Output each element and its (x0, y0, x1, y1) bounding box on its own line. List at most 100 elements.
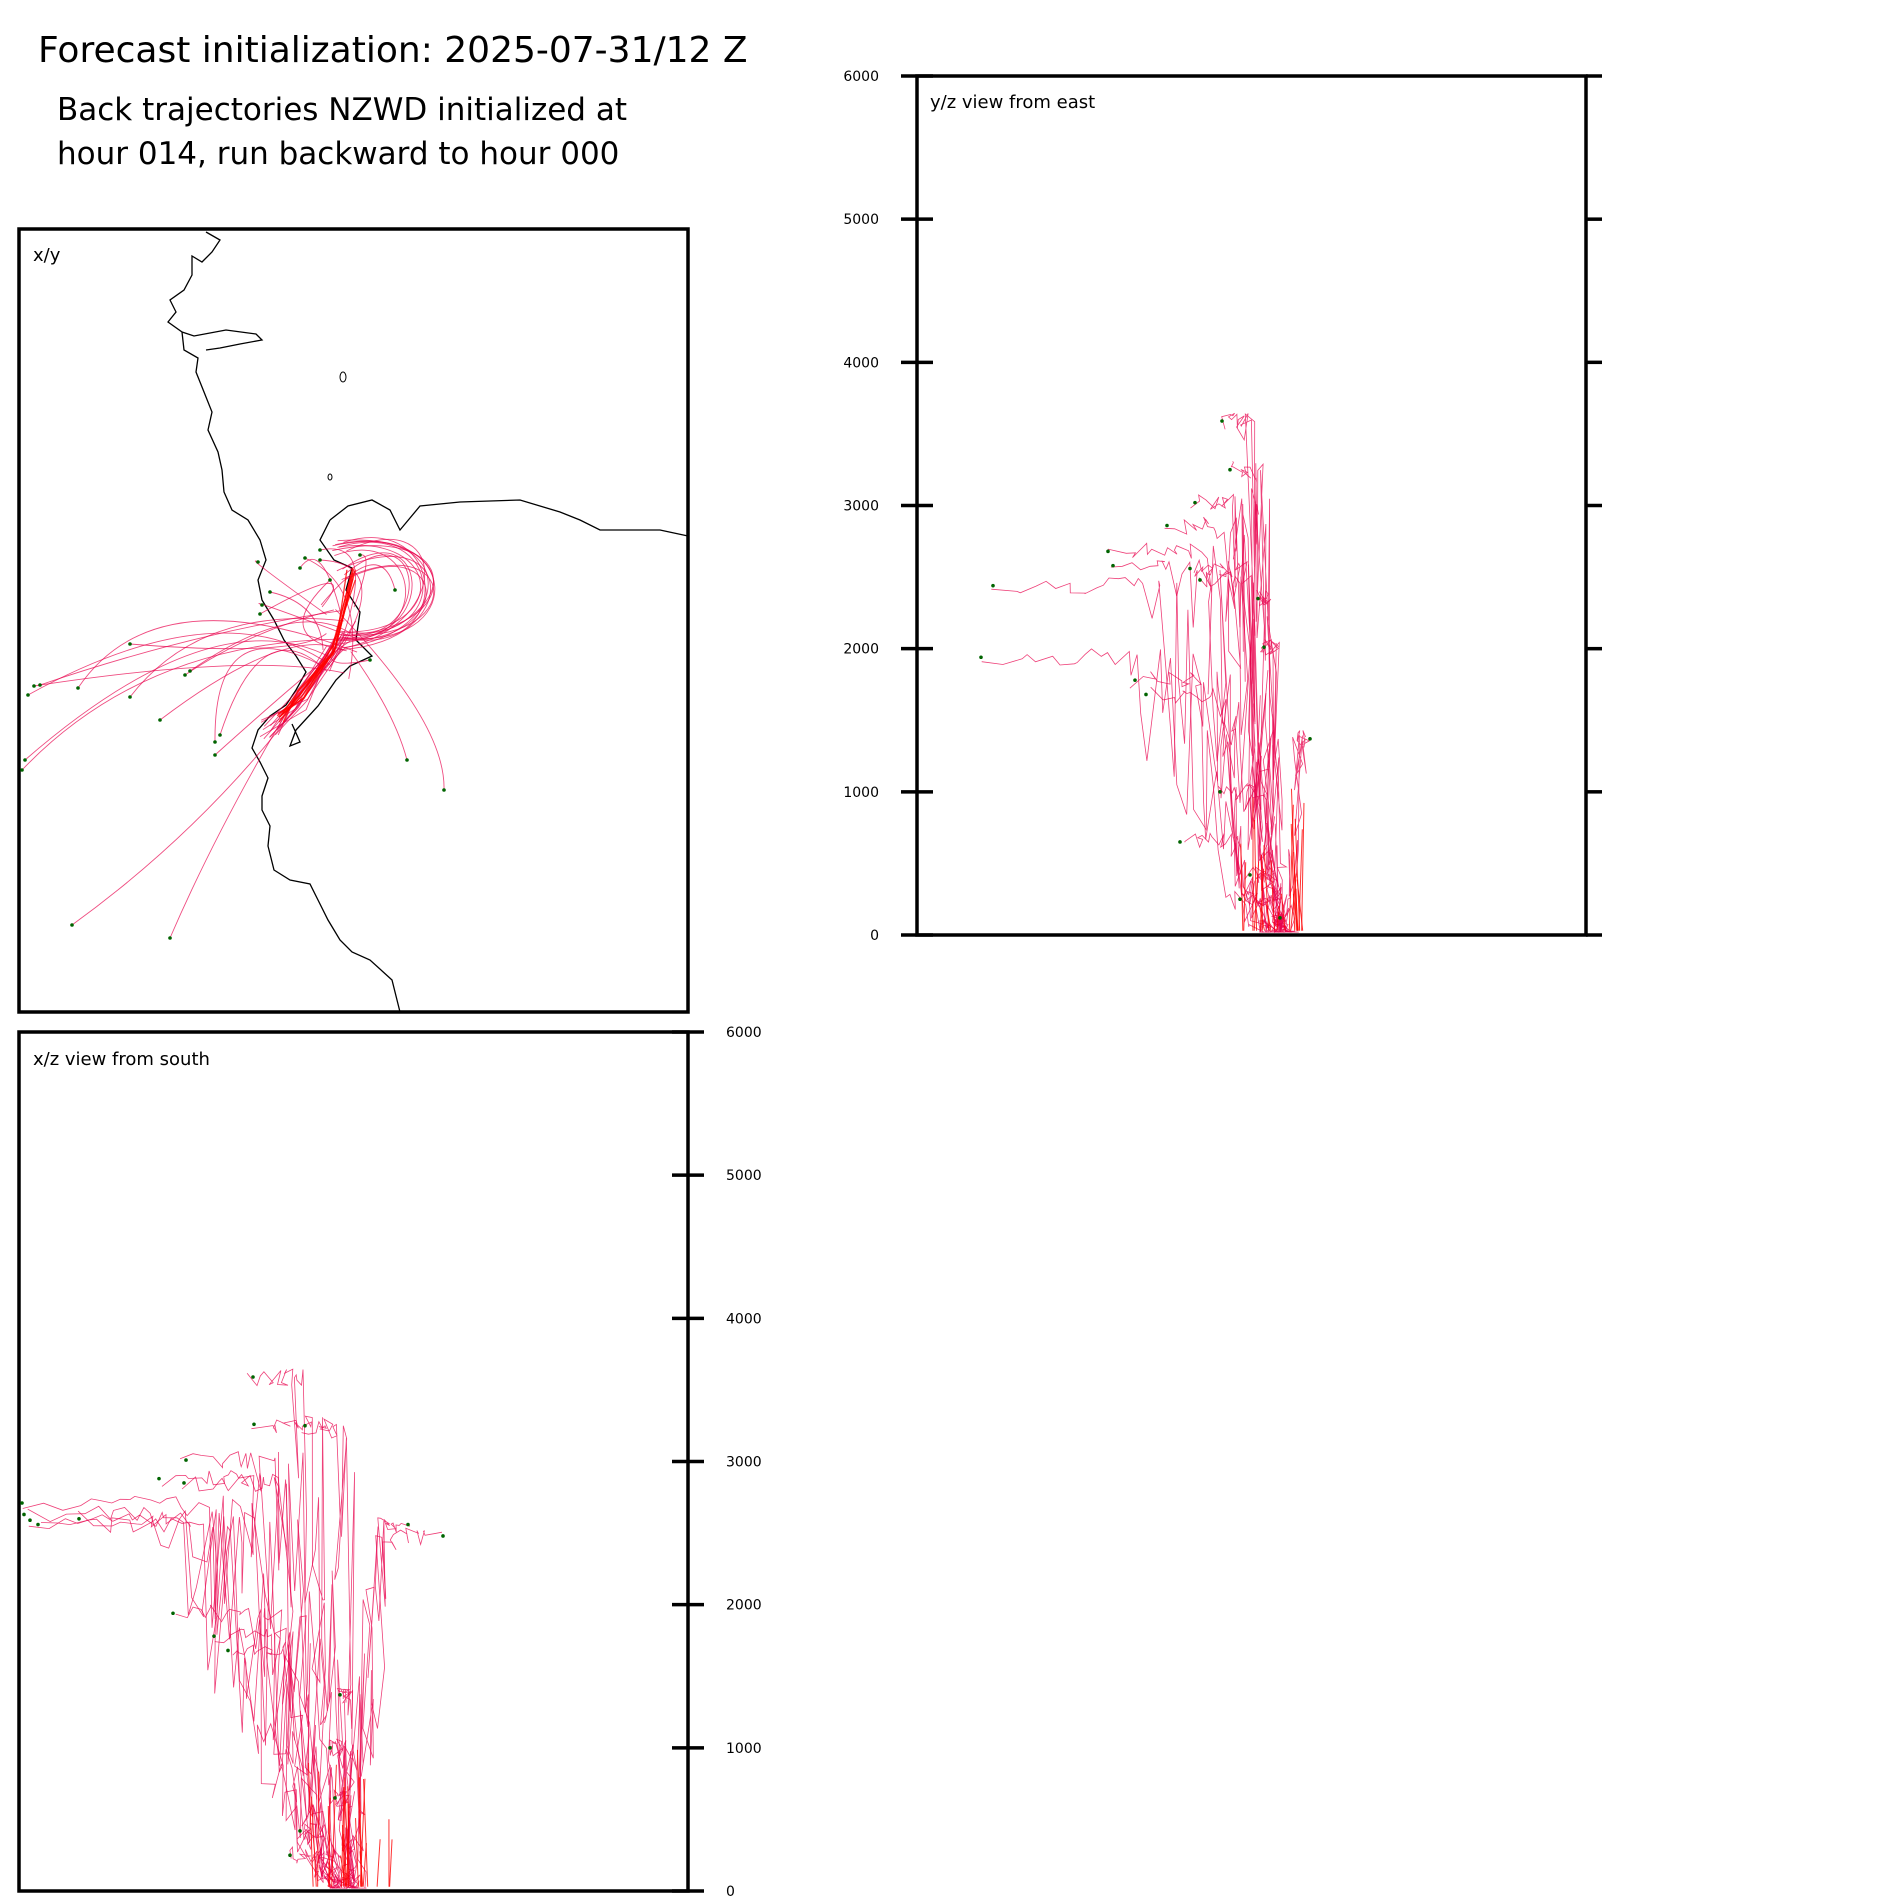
trajectory-core-line (341, 1825, 347, 1887)
trajectory-path (269, 591, 324, 650)
trajectory-start-point (213, 753, 217, 757)
trajectory-path (27, 632, 331, 696)
trajectory-start-point (991, 583, 995, 588)
trajectory-path (189, 621, 357, 672)
trajectory-start-point (393, 588, 397, 592)
trajectory-line (1193, 558, 1288, 933)
trajectory-start-point (328, 578, 332, 582)
trajectory-start-point (303, 1423, 307, 1428)
trajectory-core-line (356, 1749, 362, 1887)
trajectory-line (246, 1368, 344, 1889)
trajectory-line (40, 1516, 339, 1889)
trajectory-core-line (1295, 888, 1298, 931)
trajectory-start-point (1262, 645, 1266, 650)
trajectory-line (1221, 412, 1277, 933)
subtitle-line-2: hour 014, run backward to hour 000 (57, 136, 620, 172)
trajectory-path (263, 552, 413, 740)
coastline-segment (288, 519, 374, 748)
trajectory-line (991, 577, 1264, 933)
coastline-segment (181, 329, 264, 351)
trajectory-line (301, 1418, 367, 1889)
trajectory-start-point (226, 1648, 230, 1653)
trajectory-start-point (303, 556, 307, 560)
trajectory-start-point (1218, 790, 1222, 794)
trajectory-start-point (268, 590, 272, 594)
trajectory-line (27, 1505, 348, 1889)
y-tick-label: 5000 (726, 1168, 762, 1184)
island-outline (327, 473, 333, 481)
trajectory-path (277, 554, 410, 729)
xz-view-panel: x/z view from south 0 1000 2000 3000 4000 500… (17, 1025, 762, 1900)
xy-frame (17, 227, 690, 1014)
trajectory-start-point (406, 1522, 410, 1527)
trajectory-start-point (28, 1518, 32, 1522)
trajectory-start-point (1111, 563, 1115, 568)
y-tick-label: 0 (726, 1884, 735, 1900)
trajectory-start-point (251, 1375, 255, 1379)
trajectory-core-line (317, 1771, 320, 1887)
trajectory-line (214, 1627, 345, 1888)
xy-panel-label: x/y (33, 245, 61, 266)
trajectory-start-point (38, 683, 42, 687)
trajectory-start-point (252, 1422, 256, 1427)
trajectory-core-line (1270, 860, 1275, 931)
y-tick-label: 0 (870, 928, 879, 944)
trajectory-start-point (328, 1746, 332, 1750)
trajectory-line (232, 1641, 339, 1889)
trajectory-core-line (328, 1797, 331, 1887)
trajectory-path (214, 640, 351, 756)
trajectory-start-point (1165, 523, 1169, 528)
trajectory-core-line (331, 1764, 337, 1887)
trajectory-path (258, 602, 357, 639)
subtitle-line-1: Back trajectories NZWD initialized at (57, 92, 627, 128)
trajectory-core-line (363, 1778, 369, 1887)
y-tick-label: 5000 (843, 212, 879, 228)
trajectory-core-line (1254, 820, 1258, 931)
trajectory-line (77, 1510, 338, 1889)
trajectory-path (254, 560, 327, 615)
trajectory-core-path (278, 579, 356, 718)
trajectory-start-point (20, 1501, 24, 1505)
trajectory-path (129, 633, 327, 650)
trajectory-line (1217, 782, 1292, 933)
trajectory-path (320, 564, 396, 606)
trajectory-start-point (1133, 678, 1137, 682)
trajectory-line (1273, 910, 1287, 934)
trajectory-start-point (1220, 419, 1224, 423)
trajectory-start-point (1193, 500, 1197, 505)
trajectory-core-line (1288, 804, 1294, 931)
trajectory-core-line (389, 1839, 393, 1887)
trajectory-line (289, 1846, 341, 1889)
trajectory-start-point (1106, 549, 1110, 554)
trajectory-core-line (1261, 854, 1263, 931)
trajectory-line (1184, 832, 1283, 933)
trajectory-line (251, 1415, 361, 1889)
yz-view-panel: y/z view from east 0 1000 2000 3000 4000 5000… (843, 69, 1602, 944)
trajectory-start-point (1144, 692, 1148, 697)
trajectory-start-point (218, 733, 222, 737)
trajectory-start-point (23, 758, 27, 762)
trajectory-path (299, 558, 342, 616)
trajectory-line (1107, 542, 1285, 933)
coastline-segment (329, 499, 689, 537)
trajectory-start-point (26, 693, 30, 697)
coastline-segment (167, 231, 401, 1013)
y-tick-label: 6000 (726, 1025, 762, 1041)
xy-map-panel: x/y (17, 227, 690, 1014)
trajectory-start-point (1308, 737, 1312, 741)
trajectory-core-line (1243, 862, 1247, 931)
yz-start-points (979, 419, 1312, 920)
trajectory-path (335, 609, 445, 791)
trajectory-start-point (979, 655, 983, 660)
trajectory-path (269, 541, 429, 738)
trajectory-start-point (188, 669, 192, 673)
trajectory-core-line (346, 1803, 350, 1887)
trajectory-path (319, 559, 363, 668)
trajectory-line (181, 1473, 353, 1884)
trajectory-start-point (128, 642, 132, 646)
trajectory-core-line (355, 1818, 359, 1887)
y-tick-label: 1000 (843, 785, 879, 801)
trajectory-start-point (442, 788, 446, 792)
trajectory-start-point (213, 740, 217, 744)
trajectory-line (1129, 671, 1270, 933)
